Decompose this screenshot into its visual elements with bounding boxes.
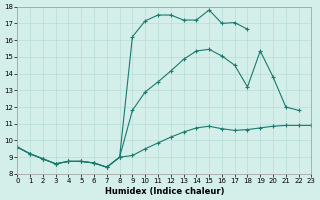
X-axis label: Humidex (Indice chaleur): Humidex (Indice chaleur) (105, 187, 224, 196)
